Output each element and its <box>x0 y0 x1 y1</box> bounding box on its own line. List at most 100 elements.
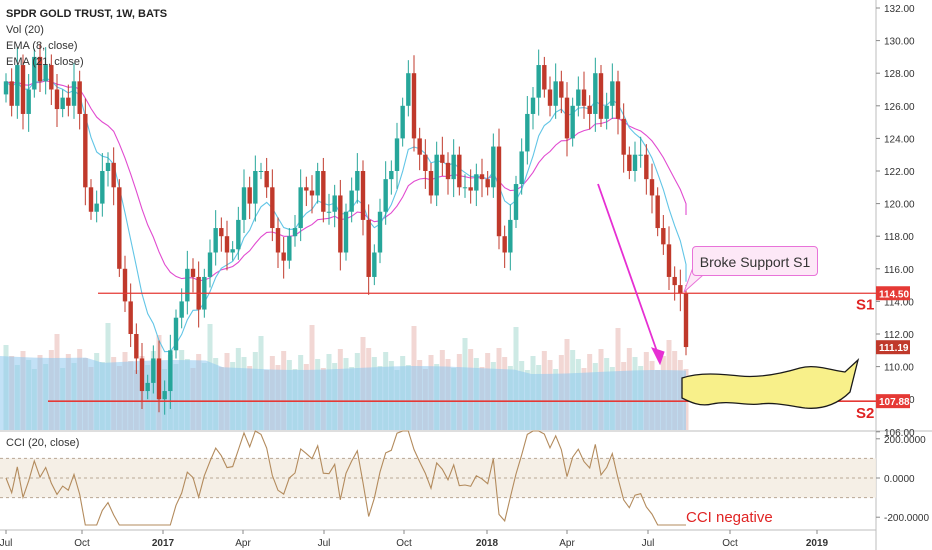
candle-body <box>275 228 281 253</box>
s1-price-tag-bg <box>876 286 910 301</box>
candle-body <box>315 171 320 196</box>
candle-body <box>281 252 286 261</box>
date-tick-label: 2018 <box>476 538 499 549</box>
candle-body <box>457 154 462 188</box>
last-price-tag: 111.19 <box>879 343 909 354</box>
candle-body <box>145 382 150 392</box>
s1-label: S1 <box>856 296 874 313</box>
candle-body <box>173 317 179 351</box>
cci-tick-label: -200.0000 <box>884 513 929 524</box>
candle-body <box>581 89 587 106</box>
price-tick-label: 126.00 <box>884 102 915 113</box>
candle-body <box>632 154 638 171</box>
cci-tick-label: 200.0000 <box>884 435 926 446</box>
candle-body <box>683 293 689 348</box>
broke-support-callout: Broke Support S1 <box>692 246 818 276</box>
candle-body <box>321 171 326 212</box>
cci-negative-label: CCI negative <box>686 509 773 526</box>
candle-body <box>77 81 82 114</box>
candle-body <box>139 358 145 392</box>
candle-body <box>576 89 581 106</box>
s1-price-tag: 114.50 <box>879 289 909 300</box>
candle-body <box>343 211 349 253</box>
candle-body <box>559 81 564 98</box>
price-tick-label: 112.00 <box>884 330 914 341</box>
candle-body <box>162 391 167 400</box>
candle-body <box>66 97 71 106</box>
candle-body <box>105 162 111 171</box>
candle-body <box>468 187 473 191</box>
candle-body <box>151 358 156 383</box>
candle-body <box>411 73 417 139</box>
s2-price-tag-bg <box>876 394 910 409</box>
candle-body <box>15 65 20 106</box>
candle-body <box>32 56 37 90</box>
candle-body <box>445 162 451 180</box>
candle-body <box>547 89 553 106</box>
date-tick-label: 2019 <box>806 538 829 549</box>
candle-body <box>542 65 547 90</box>
candle-body <box>440 154 445 163</box>
candle-body <box>326 211 332 213</box>
candle-body <box>372 252 377 277</box>
candle-body <box>309 190 315 196</box>
target-zone <box>597 183 860 409</box>
candle-body <box>128 301 133 334</box>
price-tick-label: 120.00 <box>884 200 915 211</box>
candle-body <box>88 187 94 212</box>
candle-body <box>570 105 575 139</box>
date-tick-label: 2017 <box>152 538 175 549</box>
candle-body <box>185 268 190 302</box>
price-tick-label: 116.00 <box>884 265 914 276</box>
candle-body <box>598 73 604 119</box>
candle-body <box>525 113 530 152</box>
candle-body <box>479 174 485 180</box>
candle-body <box>655 195 660 229</box>
candle-body <box>9 81 14 106</box>
candle-body <box>428 171 434 196</box>
candle-body <box>394 138 400 171</box>
candle-body <box>627 154 632 171</box>
candle-body <box>49 65 54 90</box>
candle-body <box>241 187 247 220</box>
candle-body <box>508 219 513 253</box>
candle-body <box>451 154 456 180</box>
candle-body <box>213 228 218 253</box>
candle-body <box>678 285 683 294</box>
price-tick-label: 110.00 <box>884 363 914 374</box>
cci-legend[interactable]: CCI (20, close) <box>6 437 80 449</box>
candle-body <box>94 203 99 212</box>
candle-body <box>462 187 468 189</box>
candle-body <box>610 81 615 106</box>
date-tick-label: Apr <box>559 538 575 549</box>
candle-body <box>122 268 128 302</box>
candle-body <box>666 244 672 277</box>
candle-body <box>179 301 184 318</box>
price-tick-label: 114.00 <box>884 297 914 308</box>
cci-line <box>5 430 686 526</box>
price-tick-label: 130.00 <box>884 37 915 48</box>
date-tick-label: Jul <box>642 538 655 549</box>
candle-body <box>26 89 31 114</box>
candle-body <box>491 146 496 188</box>
candle-body <box>111 162 116 188</box>
candle-body <box>332 195 337 212</box>
s2-label: S2 <box>856 405 874 422</box>
candle-body <box>230 249 235 253</box>
candle-body <box>530 97 536 114</box>
candle-body <box>593 73 598 114</box>
candle-body <box>83 113 88 188</box>
candle-body <box>564 97 570 139</box>
candle-body <box>360 171 366 220</box>
candle-body <box>513 184 519 220</box>
price-tick-label: 118.00 <box>884 232 914 243</box>
candle-body <box>604 105 609 119</box>
candle-body <box>54 89 60 110</box>
candle-body <box>156 358 162 400</box>
candle-body <box>270 187 275 229</box>
candle-body <box>406 73 411 106</box>
s2-price-tag: 107.88 <box>879 397 910 408</box>
last-price-tag-bg <box>876 340 910 355</box>
candle-body <box>621 118 626 155</box>
candle-body <box>615 81 621 119</box>
